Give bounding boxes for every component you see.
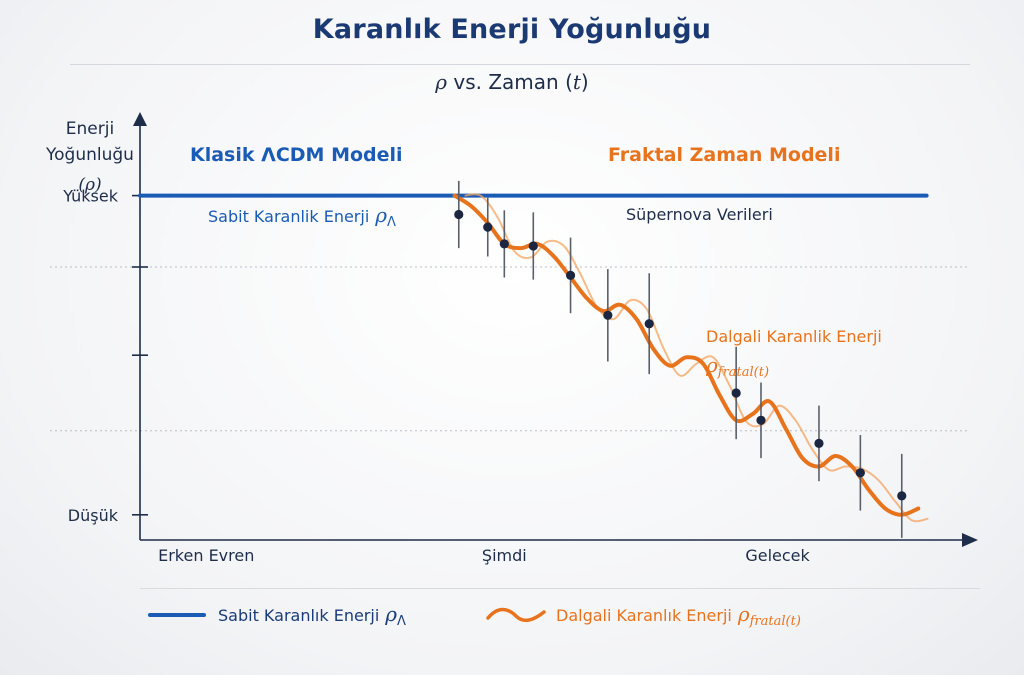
x-axis-arrow [962, 533, 978, 547]
data-point-7 [731, 388, 741, 398]
supernova-label: Süpernova Verileri [626, 205, 773, 224]
subtitle-close: ) [580, 70, 589, 94]
legend-orange-rho: ρ [737, 602, 750, 626]
x-tick-label-0: Erken Evren [158, 546, 254, 565]
y-label-line2: Yoğunluğu [45, 145, 134, 165]
legend-blue-rho: ρ [384, 602, 397, 626]
legend-orange-sub: fratal(t) [749, 614, 801, 629]
legend: Sabit Karanlık Enerji ρΛ Dalgali Karanlık… [148, 602, 801, 629]
fractal-model-heading: Fraktal Zaman Modeli [608, 144, 840, 166]
data-point-10 [855, 468, 865, 478]
title-divider [70, 64, 970, 65]
constant-energy-label: Sabit Karanlik Enerji ρΛ [208, 203, 396, 230]
oscillating-label-line2: ρfratal(t) [705, 353, 769, 380]
chart-subtitle: ρ vs. Zaman (t) [0, 70, 1024, 94]
y-tick-label-0: Yüksek [62, 187, 119, 206]
legend-blue-text: Sabit Karanlık Enerji [218, 606, 379, 625]
data-point-2 [499, 239, 509, 249]
supernova-points [454, 180, 907, 538]
y-axis-arrow [133, 112, 147, 126]
legend-blue-sub: Λ [397, 614, 406, 629]
oscillating-label-line1: Dalgali Karanlik Enerji [706, 327, 882, 346]
constant-energy-rho: ρ [374, 203, 387, 227]
data-point-0 [454, 209, 464, 220]
x-ticks: Erken Evren Şimdi Gelecek [158, 546, 810, 565]
data-point-1 [483, 222, 493, 232]
x-tick-label-1: Şimdi [482, 546, 527, 565]
oscillating-sub: fratal(t) [717, 365, 769, 380]
subtitle-rho: ρ [435, 70, 448, 94]
x-tick-label-2: Gelecek [745, 546, 810, 565]
legend-orange-label: Dalgali Karanlık Enerji ρfratal(t) [556, 602, 801, 629]
y-tick-label-3: Düşük [68, 506, 119, 525]
data-point-6 [644, 319, 654, 329]
chart-title: Karanlık Enerji Yoğunluğu [312, 14, 712, 45]
legend-blue-label: Sabit Karanlık Enerji ρΛ [218, 602, 406, 629]
data-point-3 [528, 241, 538, 251]
data-point-11 [897, 491, 907, 501]
constant-energy-sub: Λ [387, 215, 396, 230]
subtitle-text: vs. Zaman ( [447, 70, 573, 94]
data-point-9 [814, 438, 824, 448]
constant-energy-text: Sabit Karanlik Enerji [208, 207, 369, 226]
data-point-5 [603, 310, 613, 320]
legend-orange-swatch [486, 607, 546, 623]
y-label-line3: (ρ) [78, 175, 101, 195]
axes [133, 112, 978, 547]
data-point-4 [565, 270, 576, 280]
gridlines [50, 266, 968, 432]
legend-divider [140, 588, 980, 589]
legend-orange-text: Dalgali Karanlık Enerji [556, 606, 732, 625]
classic-model-heading: Klasik ΛCDM Modeli [190, 144, 403, 166]
data-point-8 [756, 415, 766, 425]
subtitle-t: t [572, 70, 581, 94]
y-label-line1: Enerji [66, 119, 114, 139]
y-ticks: Yüksek Düşük [62, 187, 148, 525]
